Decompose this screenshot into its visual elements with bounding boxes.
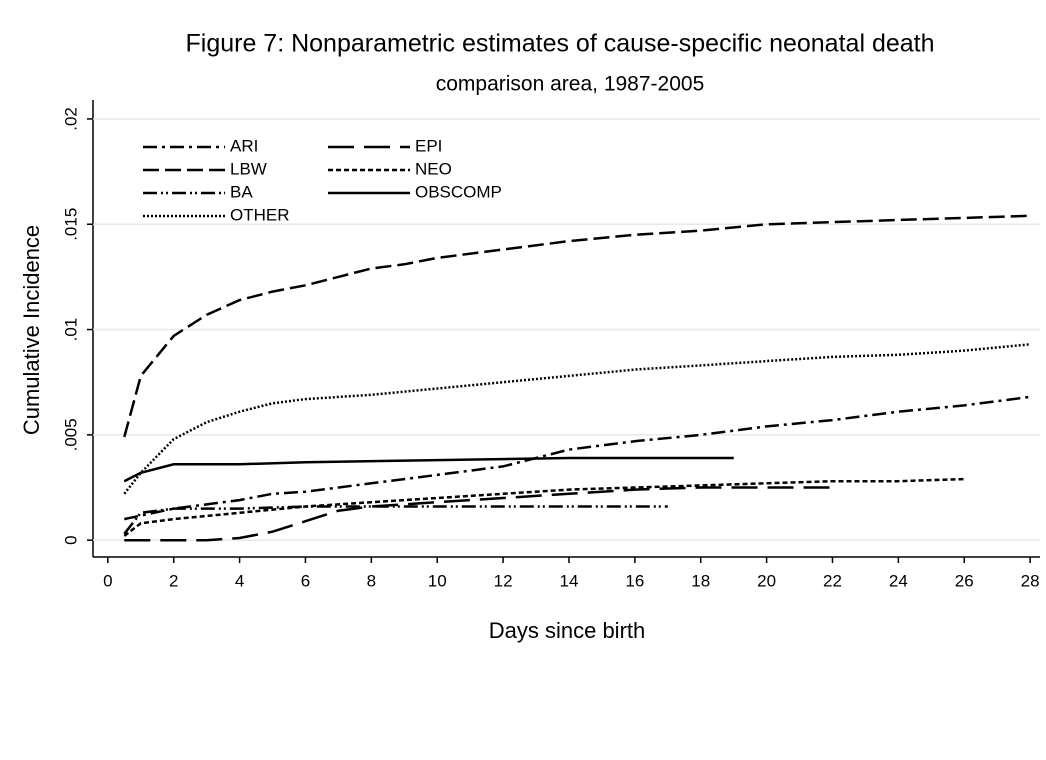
x-tick-label: 12 bbox=[494, 571, 513, 590]
y-tick-label: .02 bbox=[61, 107, 80, 131]
series-line bbox=[123, 477, 965, 537]
chart-subtitle: comparison area, 1987-2005 bbox=[436, 73, 705, 96]
series-line bbox=[123, 505, 668, 535]
x-tick-label: 10 bbox=[428, 571, 447, 590]
x-tick-label: 4 bbox=[235, 571, 244, 590]
x-tick-label: 24 bbox=[889, 571, 908, 590]
legend-label: LBW bbox=[230, 159, 267, 178]
x-tick-label: 8 bbox=[367, 571, 376, 590]
y-tick-label: .01 bbox=[61, 318, 80, 342]
x-tick-label: 2 bbox=[169, 571, 178, 590]
legend-label: OTHER bbox=[230, 205, 290, 224]
x-tick-label: 16 bbox=[625, 571, 644, 590]
x-tick-label: 6 bbox=[301, 571, 310, 590]
y-tick-label: .005 bbox=[61, 418, 80, 451]
x-tick-label: 18 bbox=[691, 571, 710, 590]
series-line bbox=[124, 486, 833, 542]
chart-title: Figure 7: Nonparametric estimates of cau… bbox=[186, 30, 935, 58]
legend-label: NEO bbox=[415, 159, 452, 178]
series-line bbox=[123, 343, 1031, 495]
x-tick-label: 26 bbox=[955, 571, 974, 590]
legend-label: BA bbox=[230, 182, 253, 201]
y-tick-label: .015 bbox=[61, 208, 80, 241]
y-tick-label: 0 bbox=[61, 535, 80, 544]
x-tick-label: 28 bbox=[1021, 571, 1040, 590]
x-tick-label: 0 bbox=[103, 571, 112, 590]
x-tick-label: 22 bbox=[823, 571, 842, 590]
legend-label: ARI bbox=[230, 136, 258, 155]
x-tick-label: 14 bbox=[560, 571, 579, 590]
series-line bbox=[123, 214, 1031, 438]
x-axis-title: Days since birth bbox=[489, 618, 646, 643]
x-tick-label: 20 bbox=[757, 571, 776, 590]
legend-label: OBSCOMP bbox=[415, 182, 502, 201]
y-axis-title: Cumulative Incidence bbox=[19, 225, 44, 435]
series-line bbox=[123, 456, 734, 483]
legend-label: EPI bbox=[415, 136, 442, 155]
